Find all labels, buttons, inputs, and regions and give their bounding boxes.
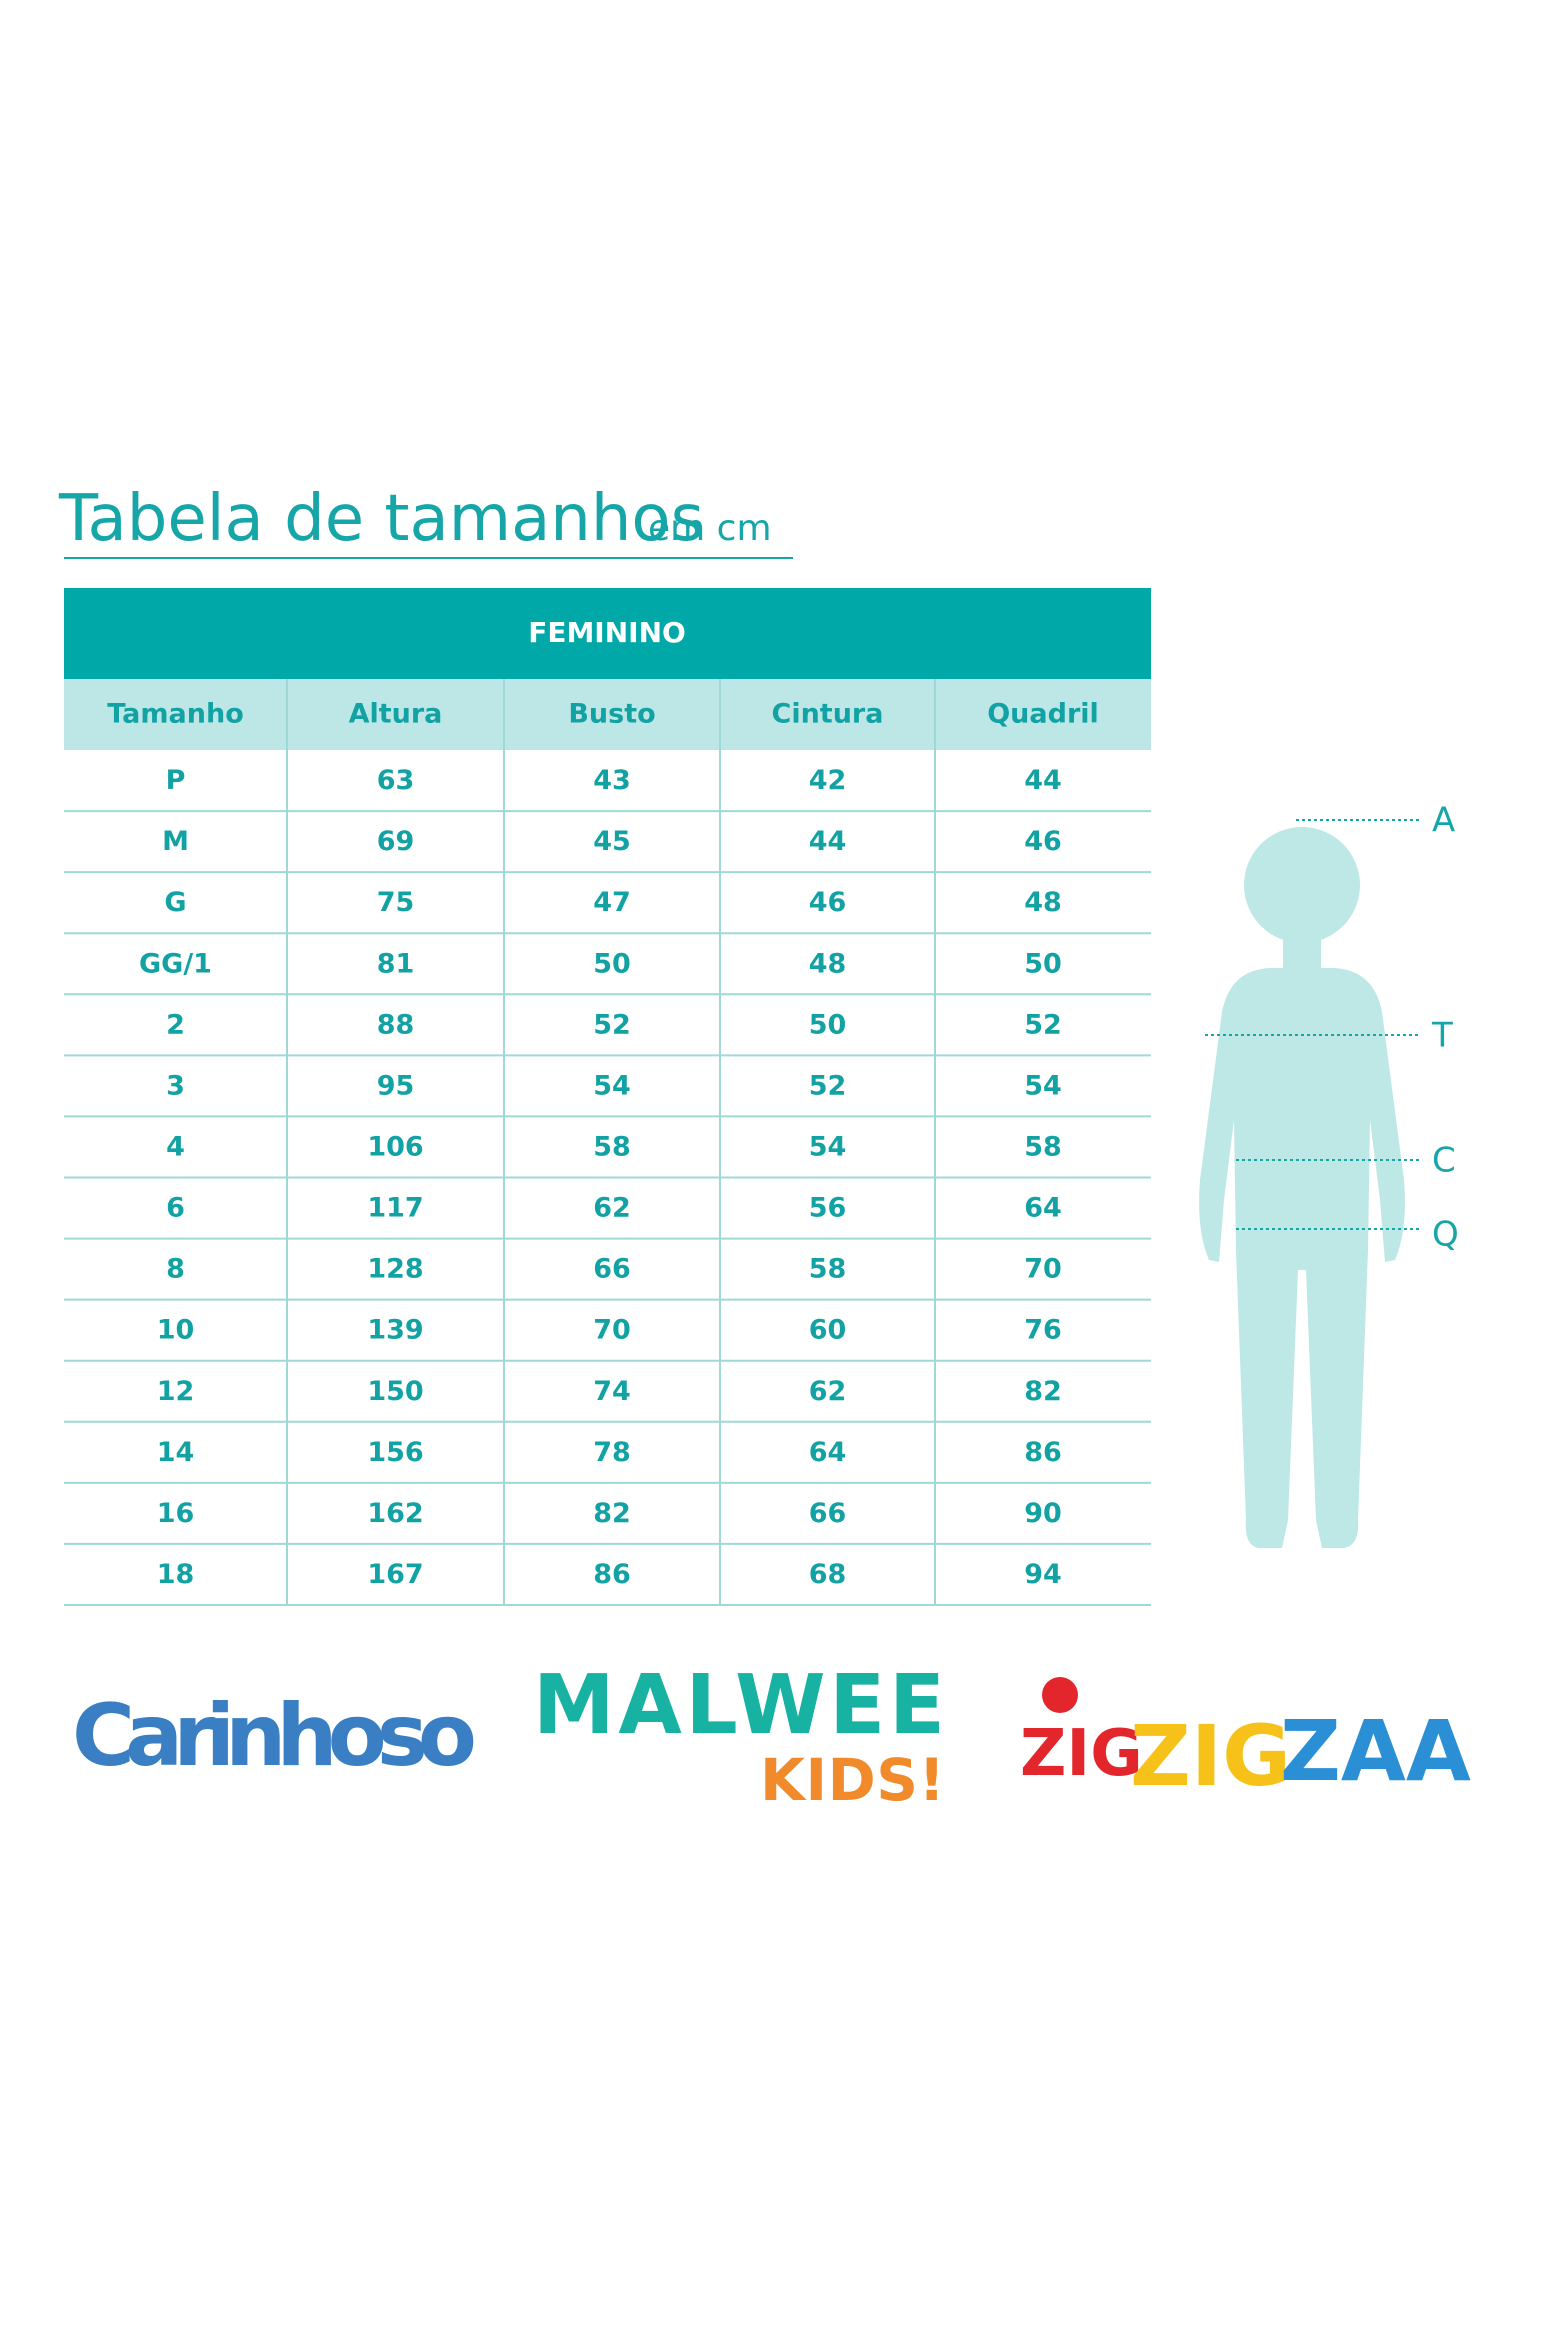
logo-zaa: ZAA [1280,1702,1471,1800]
cell: 74 [593,1376,631,1407]
cell: 52 [593,1009,631,1040]
cell: 8 [166,1254,185,1285]
cell: 46 [809,887,847,918]
cell: 75 [377,887,415,918]
cell: 66 [809,1498,847,1529]
cell: 16 [157,1498,195,1529]
cell: 76 [1024,1315,1062,1346]
cell: 58 [593,1131,631,1162]
cell: 150 [367,1376,423,1407]
cell: 18 [157,1559,195,1590]
cell: 117 [367,1193,423,1224]
cell: 58 [809,1254,847,1285]
cell: 162 [367,1498,423,1529]
cell: 95 [377,1070,415,1101]
cell: 44 [1024,765,1062,796]
logo-kids: KIDS! [760,1746,945,1814]
figure-label: T [1431,1016,1453,1056]
cell: 88 [377,1009,415,1040]
cell: 2 [166,1009,185,1040]
cell: 10 [157,1315,195,1346]
figure-label: C [1432,1141,1456,1181]
cell: 86 [593,1559,631,1590]
cell: 50 [593,948,631,979]
cell: 62 [809,1376,847,1407]
cell: 52 [809,1070,847,1101]
logo-malwee: MALWEE [533,1658,945,1753]
column-header: Cintura [772,699,884,730]
title: Tabela de tamanhos [58,482,704,556]
cell: 6 [166,1193,185,1224]
cell: 81 [377,948,415,979]
cell: 139 [367,1315,423,1346]
cell: 64 [809,1437,847,1468]
cell: 45 [593,826,631,857]
unit: em cm [648,508,772,549]
cell: P [166,765,186,796]
cell: 47 [593,887,631,918]
group-title: FEMININO [528,616,686,649]
cell: M [162,826,189,857]
cell: 70 [593,1315,631,1346]
cell: 14 [157,1437,195,1468]
cell: 167 [367,1559,423,1590]
column-header [64,679,1151,750]
logo-carinhoso: Carinhoso [72,1686,477,1786]
cell: 106 [367,1131,423,1162]
cell: 128 [367,1254,423,1285]
cell: 48 [809,948,847,979]
cell: 54 [593,1070,631,1101]
cell: 58 [1024,1131,1062,1162]
cell: 50 [1024,948,1062,979]
cell: 90 [1024,1498,1062,1529]
cell: 42 [809,765,847,796]
cell: 64 [1024,1193,1062,1224]
cell: 43 [593,765,631,796]
cell: 52 [1024,1009,1062,1040]
cell: 4 [166,1131,185,1162]
cell: 94 [1024,1559,1062,1590]
column-header: Quadril [987,699,1099,730]
logo-zig: ZIG [1130,1707,1291,1805]
column-header: Tamanho [107,699,244,730]
cell: 69 [377,826,415,857]
cell: 44 [809,826,847,857]
cell: 54 [809,1131,847,1162]
cell: 86 [1024,1437,1062,1468]
cell: 3 [166,1070,185,1101]
column-header: Altura [349,699,443,730]
cell: G [164,887,186,918]
cell: 63 [377,765,415,796]
cell: 66 [593,1254,631,1285]
figure-label: Q [1432,1215,1459,1255]
logo-dot [1042,1677,1078,1713]
cell: 62 [593,1193,631,1224]
cell: 70 [1024,1254,1062,1285]
cell: 78 [593,1437,631,1468]
cell: 68 [809,1559,847,1590]
cell: 54 [1024,1070,1062,1101]
figure-label: A [1432,801,1455,841]
cell: 56 [809,1193,847,1224]
cell: 12 [157,1376,195,1407]
group-header [64,588,1151,679]
logo-zig: ZIG [1020,1717,1143,1791]
cell: 48 [1024,887,1062,918]
column-header: Busto [568,699,655,730]
cell: 82 [593,1498,631,1529]
cell: 82 [1024,1376,1062,1407]
cell: 60 [809,1315,847,1346]
cell: 46 [1024,826,1062,857]
cell: 156 [367,1437,423,1468]
body-figure: A T C Q [1199,801,1459,1548]
cell: 50 [809,1009,847,1040]
cell: GG/1 [139,948,212,979]
